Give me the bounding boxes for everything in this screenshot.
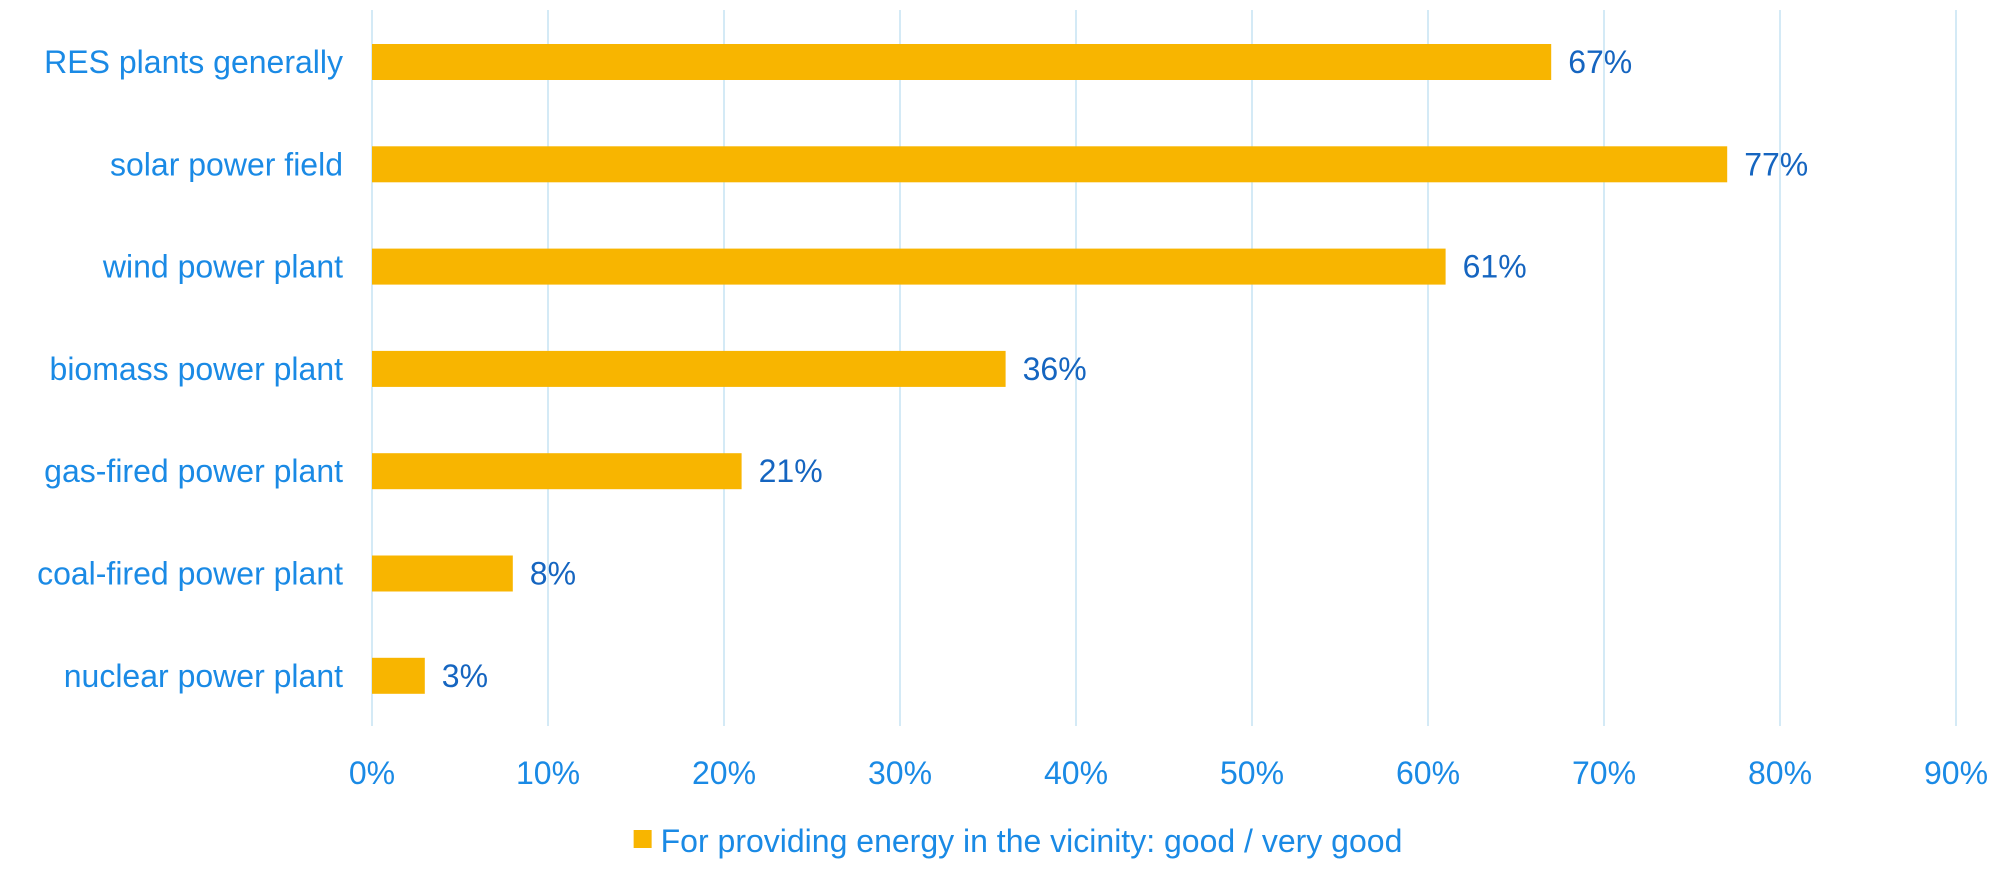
bar — [372, 350, 1006, 387]
x-tick-label: 10% — [516, 755, 580, 791]
bar — [372, 44, 1552, 80]
value-label: 67% — [1568, 44, 1632, 80]
value-labels: 67% 77% 61% 36% 21% 8% 3% — [442, 44, 1808, 694]
x-tick-label: 60% — [1396, 755, 1460, 791]
value-label: 8% — [530, 556, 576, 592]
x-tick-label: 70% — [1572, 755, 1636, 791]
x-axis-tick-labels: 0% 10% 20% 30% 40% 50% 60% 70% 80% 90% — [349, 755, 1988, 791]
x-tick-label: 0% — [349, 755, 395, 791]
x-tick-label: 90% — [1924, 755, 1988, 791]
x-tick-label: 80% — [1748, 755, 1812, 791]
category-label: nuclear power plant — [64, 658, 343, 694]
value-label: 21% — [759, 453, 823, 489]
x-tick-label: 20% — [692, 755, 756, 791]
category-labels: RES plants generally solar power field win… — [37, 44, 343, 694]
category-label: biomass power plant — [50, 351, 344, 387]
category-label: wind power plant — [102, 249, 343, 285]
category-label: gas-fired power plant — [44, 453, 343, 489]
value-label: 36% — [1023, 351, 1087, 387]
value-label: 61% — [1463, 249, 1527, 285]
bar — [372, 248, 1446, 285]
x-tick-label: 50% — [1220, 755, 1284, 791]
category-label: RES plants generally — [44, 44, 343, 80]
value-label: 77% — [1744, 146, 1808, 182]
bar — [372, 657, 425, 694]
legend-swatch — [633, 830, 652, 848]
legend: For providing energy in the vicinity: go… — [633, 823, 1403, 859]
legend-label: For providing energy in the vicinity: go… — [661, 823, 1403, 859]
value-label: 3% — [442, 658, 488, 694]
category-label: solar power field — [110, 146, 343, 182]
bar — [372, 453, 742, 490]
x-tick-label: 40% — [1044, 755, 1108, 791]
bar — [372, 555, 513, 592]
bars — [372, 44, 1728, 694]
x-tick-label: 30% — [868, 755, 932, 791]
bar — [372, 146, 1728, 183]
category-label: coal-fired power plant — [37, 556, 343, 592]
gridlines — [371, 10, 1957, 726]
